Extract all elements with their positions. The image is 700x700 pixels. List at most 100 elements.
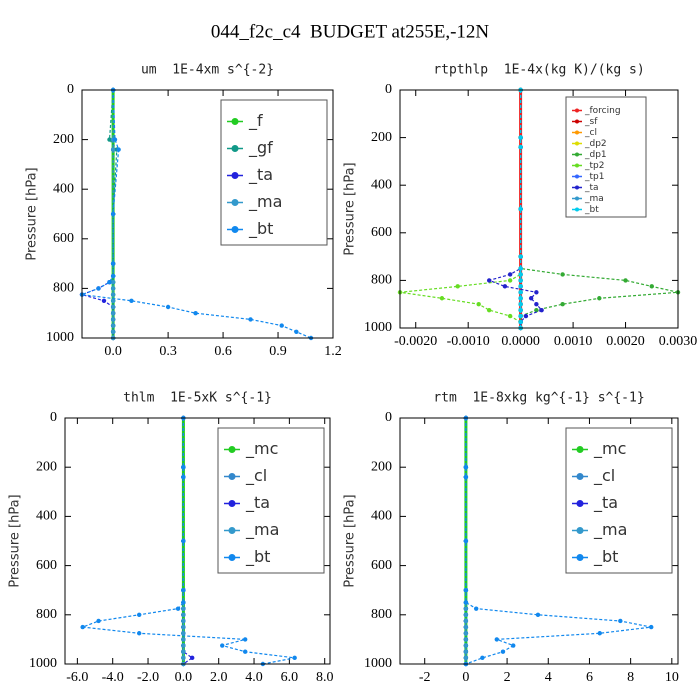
series-line [465,418,652,665]
legend-label: _cl [584,128,597,138]
x-tick-label: 0.9 [269,344,287,359]
data-point [110,211,116,217]
legend-marker [228,446,236,453]
data-point [463,624,469,630]
x-tick-label: 0.0020 [606,334,645,349]
data-point [110,292,116,297]
data-point [623,278,628,283]
legend-marker [575,141,579,146]
data-point [649,624,654,630]
legend-label: _ma [248,192,282,212]
y-tick-label: 800 [53,281,74,296]
data-point [518,290,523,295]
data-point [463,649,469,654]
data-point [463,655,469,661]
y-tick-label: 0 [67,82,74,97]
legend-marker [575,119,579,124]
panel-title: rtpthlp 1E-4x(kg K)/(kg s) [433,63,644,78]
data-point [110,323,116,328]
y-tick-label: 400 [371,509,392,524]
legend-marker [575,174,579,179]
data-point [165,304,171,310]
y-axis-label: Pressure [hPa] [25,167,40,260]
legend-marker [231,199,239,206]
legend-label: _ta [593,493,618,513]
legend-marker [576,446,584,453]
x-tick-label: 10 [665,670,679,685]
panel-title: um 1E-4xm s^{-2} [141,63,274,78]
y-tick-label: 0 [385,410,392,425]
y-tick-label: 600 [53,231,74,246]
legend-label: _bt [245,547,270,567]
legend-box [217,427,325,574]
data-point [486,278,492,283]
legend-label: _ta [584,183,599,193]
data-point [518,135,523,140]
y-tick-label: 0 [50,410,57,425]
data-point [463,618,469,624]
data-point [110,298,116,303]
data-point [507,313,513,319]
data-point [80,624,85,630]
data-point [110,317,116,322]
legend-label: _ma [593,520,627,540]
data-point [507,272,513,277]
y-tick-label: 200 [371,459,392,474]
data-point [463,588,469,593]
plot-frame [64,417,331,665]
legend-marker [575,130,579,135]
data-point [486,307,492,313]
x-tick-label: 0.0000 [501,334,540,349]
data-point [220,643,225,648]
data-point [110,311,116,316]
y-tick-label: 400 [371,177,392,192]
x-tick-label: -6.0 [66,670,88,685]
series-line [399,90,522,328]
panel-title: thlm 1E-5xK s^{-1} [123,391,272,406]
data-point [181,631,186,636]
data-point [518,266,523,271]
data-point [116,147,121,152]
data-point [534,307,539,313]
legend-label: _f [248,111,263,131]
x-tick-label: 0.3 [159,344,177,359]
data-point [649,284,654,289]
y-axis-label: Pressure [hPa] [343,162,358,255]
legend-label: _ta [245,493,270,513]
y-tick-label: 400 [53,181,74,196]
x-tick-label: 0.0030 [659,334,698,349]
data-point [518,313,523,319]
series-line [520,90,679,328]
data-point [463,606,469,611]
x-tick-label: 0 [462,670,469,685]
data-point [110,261,116,266]
y-tick-label: 1000 [364,320,392,335]
data-point [107,280,112,285]
data-point [494,637,499,642]
data-point [560,272,565,277]
data-point [279,323,284,328]
data-point [463,600,469,605]
x-tick-label: -0.0010 [447,334,490,349]
data-point [193,311,198,316]
data-point [463,637,469,642]
legend-marker [228,554,236,561]
data-point [110,147,116,152]
data-point [110,304,116,310]
y-tick-label: 200 [53,132,74,147]
legend-label: _cl [245,466,267,486]
legend-marker [228,473,236,480]
plot-frame [399,417,679,665]
data-point [518,254,523,259]
data-point [175,606,181,611]
data-point [181,588,186,593]
data-point [518,206,523,212]
data-point [181,618,186,624]
data-point [181,649,186,654]
data-point [455,284,460,289]
legend-label: _forcing [584,106,621,116]
data-point [507,278,513,283]
series-line [82,418,295,665]
y-tick-label: 1000 [46,330,74,345]
